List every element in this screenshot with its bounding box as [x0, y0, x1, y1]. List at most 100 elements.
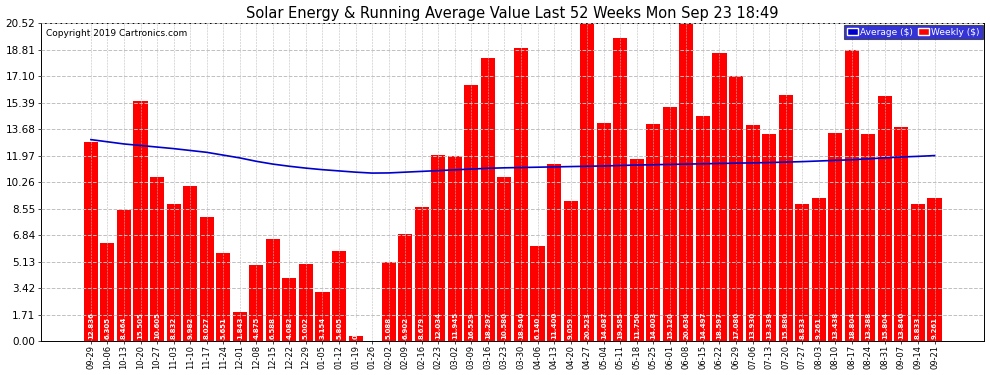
Bar: [861, 134, 875, 341]
Bar: [762, 134, 776, 341]
Bar: [563, 201, 577, 341]
Bar: [630, 159, 644, 341]
Bar: [531, 246, 544, 341]
Text: 6.305: 6.305: [104, 317, 111, 339]
Bar: [381, 262, 396, 341]
Text: 20.630: 20.630: [683, 312, 689, 339]
Bar: [134, 101, 148, 341]
Text: 18.940: 18.940: [518, 312, 524, 339]
Bar: [844, 50, 859, 341]
Bar: [829, 133, 842, 341]
Text: 11.400: 11.400: [551, 312, 557, 339]
Text: 14.497: 14.497: [700, 311, 706, 339]
Text: 8.833: 8.833: [915, 316, 921, 339]
Text: 4.082: 4.082: [286, 316, 292, 339]
Bar: [778, 95, 793, 341]
Text: 8.027: 8.027: [204, 316, 210, 339]
Bar: [713, 53, 727, 341]
Text: 18.804: 18.804: [848, 312, 854, 339]
Text: 18.297: 18.297: [485, 312, 491, 339]
Text: 15.880: 15.880: [783, 312, 789, 339]
Bar: [249, 266, 263, 341]
Bar: [432, 154, 446, 341]
Text: 9.059: 9.059: [567, 316, 573, 339]
Bar: [514, 48, 528, 341]
Bar: [183, 186, 197, 341]
Text: 6.902: 6.902: [402, 317, 408, 339]
Text: 20.523: 20.523: [584, 312, 590, 339]
Text: 8.464: 8.464: [121, 316, 127, 339]
Text: 13.388: 13.388: [865, 312, 871, 339]
Text: Copyright 2019 Cartronics.com: Copyright 2019 Cartronics.com: [46, 30, 187, 39]
Bar: [729, 76, 743, 341]
Text: 11.945: 11.945: [451, 312, 457, 339]
Bar: [745, 125, 759, 341]
Bar: [464, 85, 478, 341]
Bar: [166, 204, 180, 341]
Text: 6.140: 6.140: [535, 316, 541, 339]
Bar: [216, 254, 231, 341]
Bar: [812, 198, 826, 341]
Text: 13.840: 13.840: [899, 312, 905, 339]
Bar: [497, 177, 512, 341]
Bar: [894, 127, 909, 341]
Text: 9.261: 9.261: [816, 317, 822, 339]
Text: 9.261: 9.261: [932, 317, 938, 339]
Text: 13.339: 13.339: [766, 312, 772, 339]
Bar: [911, 204, 925, 341]
Text: 8.832: 8.832: [170, 316, 176, 339]
Text: 8.833: 8.833: [799, 316, 805, 339]
Bar: [795, 204, 809, 341]
Bar: [663, 107, 677, 341]
Text: 1.843: 1.843: [237, 316, 243, 339]
Bar: [481, 57, 495, 341]
Text: 10.580: 10.580: [502, 312, 508, 339]
Bar: [348, 336, 362, 341]
Bar: [679, 21, 693, 341]
Bar: [200, 217, 214, 341]
Text: 17.080: 17.080: [733, 312, 739, 339]
Bar: [117, 210, 131, 341]
Bar: [299, 264, 313, 341]
Text: 11.750: 11.750: [634, 312, 640, 339]
Bar: [398, 234, 412, 341]
Text: 5.088: 5.088: [386, 316, 392, 339]
Text: 14.003: 14.003: [650, 312, 656, 339]
Bar: [696, 116, 710, 341]
Text: 12.836: 12.836: [88, 312, 94, 339]
Text: 5.805: 5.805: [336, 317, 342, 339]
Text: 16.529: 16.529: [468, 312, 474, 339]
Bar: [928, 198, 941, 341]
Text: 4.875: 4.875: [253, 316, 259, 339]
Bar: [613, 38, 628, 341]
Text: 15.804: 15.804: [882, 312, 888, 339]
Bar: [547, 164, 561, 341]
Text: 3.154: 3.154: [320, 316, 326, 339]
Text: 5.002: 5.002: [303, 317, 309, 339]
Bar: [447, 156, 462, 341]
Title: Solar Energy & Running Average Value Last 52 Weeks Mon Sep 23 18:49: Solar Energy & Running Average Value Las…: [247, 6, 779, 21]
Bar: [415, 207, 429, 341]
Bar: [266, 239, 280, 341]
Bar: [150, 177, 164, 341]
Text: 15.120: 15.120: [667, 312, 673, 339]
Text: 8.679: 8.679: [419, 316, 425, 339]
Bar: [646, 124, 660, 341]
Bar: [597, 123, 611, 341]
Text: 5.651: 5.651: [220, 317, 227, 339]
Text: 12.034: 12.034: [436, 312, 442, 339]
Text: 18.597: 18.597: [717, 312, 723, 339]
Text: 14.087: 14.087: [601, 312, 607, 339]
Text: 13.930: 13.930: [749, 312, 755, 339]
Text: 9.982: 9.982: [187, 316, 193, 339]
Bar: [316, 292, 330, 341]
Legend: Average ($), Weekly ($): Average ($), Weekly ($): [844, 25, 983, 39]
Bar: [332, 251, 346, 341]
Bar: [282, 278, 296, 341]
Bar: [84, 142, 98, 341]
Bar: [580, 23, 594, 341]
Text: 13.438: 13.438: [833, 312, 839, 339]
Text: 19.585: 19.585: [617, 312, 624, 339]
Bar: [878, 96, 892, 341]
Text: 15.505: 15.505: [138, 312, 144, 339]
